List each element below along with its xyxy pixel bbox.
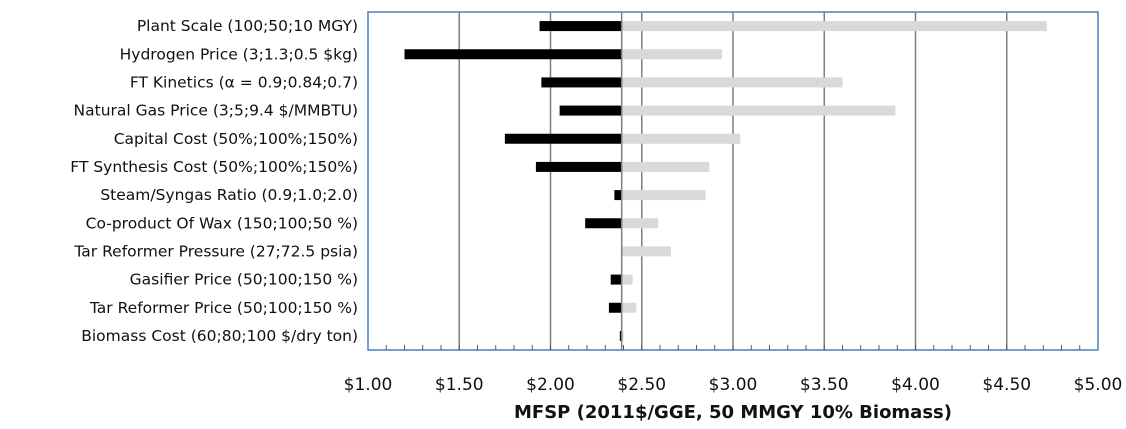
category-labels: Plant Scale (100;50;10 MGY) Hydrogen Pric… [70, 17, 358, 345]
bar-low [539, 21, 622, 32]
category-label: Natural Gas Price (3;5;9.4 $/MMBTU) [74, 102, 358, 120]
category-label: Biomass Cost (60;80;100 $/dry ton) [81, 327, 358, 345]
bar-high [621, 133, 741, 144]
x-axis-title: MFSP (2011$/GGE, 50 MMGY 10% Biomass) [514, 402, 952, 423]
category-label: Capital Cost (50%;100%;150%) [114, 130, 358, 148]
bar-low [535, 161, 622, 172]
bar-high [621, 190, 706, 201]
x-tick-label: $4.50 [982, 375, 1031, 395]
category-label: Hydrogen Price (3;1.3;0.5 $kg) [120, 45, 358, 63]
bar-low [610, 274, 622, 285]
x-tick-label: $1.00 [344, 375, 393, 395]
x-tick-label: $5.00 [1074, 375, 1123, 395]
bar-low [504, 133, 622, 144]
bar-high [621, 302, 637, 313]
category-label: FT Kinetics (α = 0.9;0.84;0.7) [130, 73, 358, 91]
bars [404, 12, 1047, 350]
bar-low [541, 77, 622, 88]
bar-low [585, 218, 622, 229]
category-label: Steam/Syngas Ratio (0.9;1.0;2.0) [100, 186, 358, 204]
bar-low [404, 49, 622, 60]
x-tick-label: $1.50 [435, 375, 484, 395]
bar-low [559, 105, 622, 116]
category-label: Plant Scale (100;50;10 MGY) [137, 17, 358, 35]
x-tick-label: $2.50 [617, 375, 666, 395]
category-label: Tar Reformer Price (50;100;150 %) [89, 299, 358, 317]
bar-high [621, 21, 1047, 32]
bar-high [621, 274, 633, 285]
grid-lines [458, 12, 1008, 350]
bar-high [621, 330, 624, 341]
bar-high [621, 105, 896, 116]
bar-high [621, 246, 671, 257]
bar-high [621, 161, 710, 172]
bar-low [614, 190, 622, 201]
bar-high [621, 49, 723, 60]
category-label: FT Synthesis Cost (50%;100%;150%) [70, 158, 358, 176]
category-label: Gasifier Price (50;100;150 %) [130, 271, 358, 289]
x-tick-label: $3.00 [709, 375, 758, 395]
bar-high [621, 218, 659, 229]
x-tick-label: $3.50 [800, 375, 849, 395]
bar-low [608, 302, 622, 313]
x-axis-ticks: $1.00 $1.50 $2.00 $2.50 $3.00 $3.50 $4.00 $4.50… [344, 345, 1123, 395]
bar-low [619, 330, 622, 341]
category-label: Tar Reformer Pressure (27;72.5 psia) [73, 242, 358, 260]
category-label: Co-product Of Wax (150;100;50 %) [86, 214, 358, 232]
bar-high [621, 77, 843, 88]
x-tick-label: $4.00 [891, 375, 940, 395]
x-tick-label: $2.00 [526, 375, 575, 395]
